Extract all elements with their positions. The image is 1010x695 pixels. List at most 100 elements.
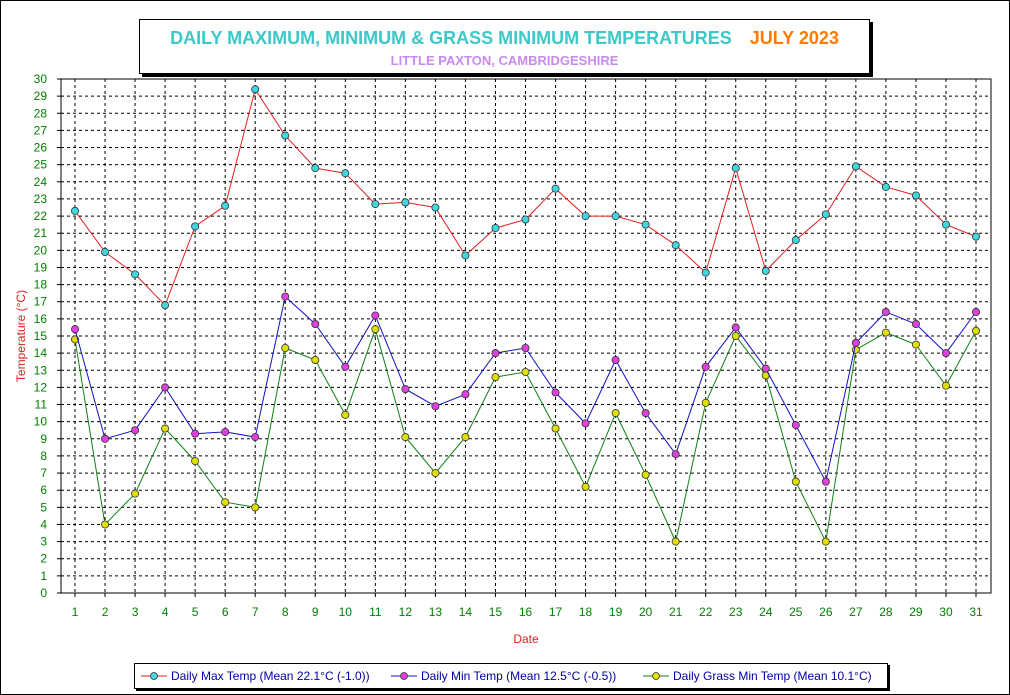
data-point-grass (281, 343, 290, 352)
x-tick-label: 5 (192, 605, 199, 619)
chart-subtitle: LITTLE PAXTON, CAMBRIDGESHIRE (390, 53, 619, 68)
data-point-min (641, 409, 650, 418)
x-tick-label: 17 (549, 605, 563, 619)
data-point-max (972, 232, 981, 241)
y-tick-label: 12 (34, 380, 48, 394)
x-axis-label: Date (513, 632, 539, 646)
data-point-min (551, 388, 560, 397)
x-tick-label: 19 (609, 605, 623, 619)
y-tick-label: 22 (34, 209, 48, 223)
data-point-min (911, 320, 920, 329)
data-point-grass (641, 470, 650, 479)
x-tick-label: 14 (459, 605, 473, 619)
data-point-grass (101, 520, 110, 529)
data-point-min (401, 385, 410, 394)
data-point-max (521, 215, 530, 224)
y-tick-label: 3 (40, 535, 47, 549)
x-tick-label: 29 (909, 605, 923, 619)
data-point-grass (611, 409, 620, 418)
y-tick-label: 4 (40, 517, 47, 531)
legend-label-min: Daily Min Temp (Mean 12.5°C (-0.5)) (421, 669, 617, 683)
legend-swatch-min (391, 672, 417, 680)
data-point-min (221, 427, 230, 436)
y-tick-label: 15 (34, 329, 48, 343)
y-tick-label: 11 (35, 398, 48, 412)
y-tick-label: 13 (34, 363, 48, 377)
data-point-grass (911, 340, 920, 349)
data-point-max (731, 164, 740, 173)
y-tick-label: 2 (40, 552, 47, 566)
x-tick-label: 16 (519, 605, 533, 619)
data-point-grass (701, 398, 710, 407)
series-min (71, 292, 981, 486)
y-tick-label: 24 (34, 175, 48, 189)
data-point-grass (161, 424, 170, 433)
data-point-max (611, 212, 620, 221)
data-point-min (341, 362, 350, 371)
data-point-grass (941, 381, 950, 390)
chart-title: DAILY MAXIMUM, MINIMUM & GRASS MINIMUM T… (170, 28, 732, 48)
y-tick-label: 23 (34, 192, 48, 206)
x-tick-label: 8 (282, 605, 289, 619)
x-tick-label: 22 (699, 605, 713, 619)
y-tick-label: 7 (40, 466, 47, 480)
x-tick-label: 31 (969, 605, 983, 619)
data-point-max (281, 131, 290, 140)
x-tick-label: 1 (72, 605, 79, 619)
data-point-max (431, 203, 440, 212)
data-point-max (131, 270, 140, 279)
y-tick-label: 0 (40, 586, 47, 600)
x-tick-label: 7 (252, 605, 259, 619)
x-tick-label: 11 (369, 605, 382, 619)
data-point-max (161, 301, 170, 310)
x-tick-label: 13 (429, 605, 443, 619)
legend: Daily Max Temp (Mean 22.1°C (-1.0)) Daily… (134, 663, 888, 689)
data-point-min (281, 292, 290, 301)
x-tick-label: 12 (399, 605, 413, 619)
x-tick-label: 2 (102, 605, 109, 619)
x-tick-label: 15 (489, 605, 503, 619)
x-tick-label: 30 (939, 605, 953, 619)
y-tick-label: 6 (40, 483, 47, 497)
data-point-grass (521, 367, 530, 376)
x-tick-label: 18 (579, 605, 593, 619)
y-tick-label: 20 (34, 243, 48, 257)
x-tick-label: 27 (849, 605, 863, 619)
data-point-grass (311, 355, 320, 364)
legend-item-max: Daily Max Temp (Mean 22.1°C (-1.0)) (141, 664, 370, 688)
data-point-max (791, 236, 800, 245)
series-grass (71, 325, 981, 546)
data-point-max (371, 200, 380, 209)
data-point-grass (881, 328, 890, 337)
data-point-min (311, 320, 320, 329)
chart-month: JULY 2023 (749, 28, 839, 48)
data-point-min (761, 364, 770, 373)
data-point-grass (581, 482, 590, 491)
data-point-grass (341, 410, 350, 419)
y-tick-label: 8 (40, 449, 47, 463)
data-point-max (671, 241, 680, 250)
y-tick-label: 16 (34, 312, 48, 326)
y-tick-label: 19 (34, 260, 48, 274)
data-point-max (941, 220, 950, 229)
data-point-min (491, 349, 500, 358)
y-tick-label: 21 (34, 226, 48, 240)
data-point-min (161, 383, 170, 392)
data-point-grass (131, 489, 140, 498)
series-max (71, 85, 981, 310)
data-point-max (851, 162, 860, 171)
data-point-grass (791, 477, 800, 486)
data-point-min (101, 434, 110, 443)
data-point-min (521, 343, 530, 352)
title-line: DAILY MAXIMUM, MINIMUM & GRASS MINIMUM T… (140, 28, 869, 49)
data-point-min (881, 308, 890, 317)
data-point-grass (221, 498, 230, 507)
y-tick-label: 28 (34, 106, 48, 120)
data-point-max (911, 191, 920, 200)
data-point-min (941, 349, 950, 358)
legend-swatch-max (141, 672, 167, 680)
x-tick-label: 24 (759, 605, 773, 619)
y-tick-label: 1 (40, 569, 47, 583)
y-tick-label: 26 (34, 141, 48, 155)
data-point-min (131, 426, 140, 435)
